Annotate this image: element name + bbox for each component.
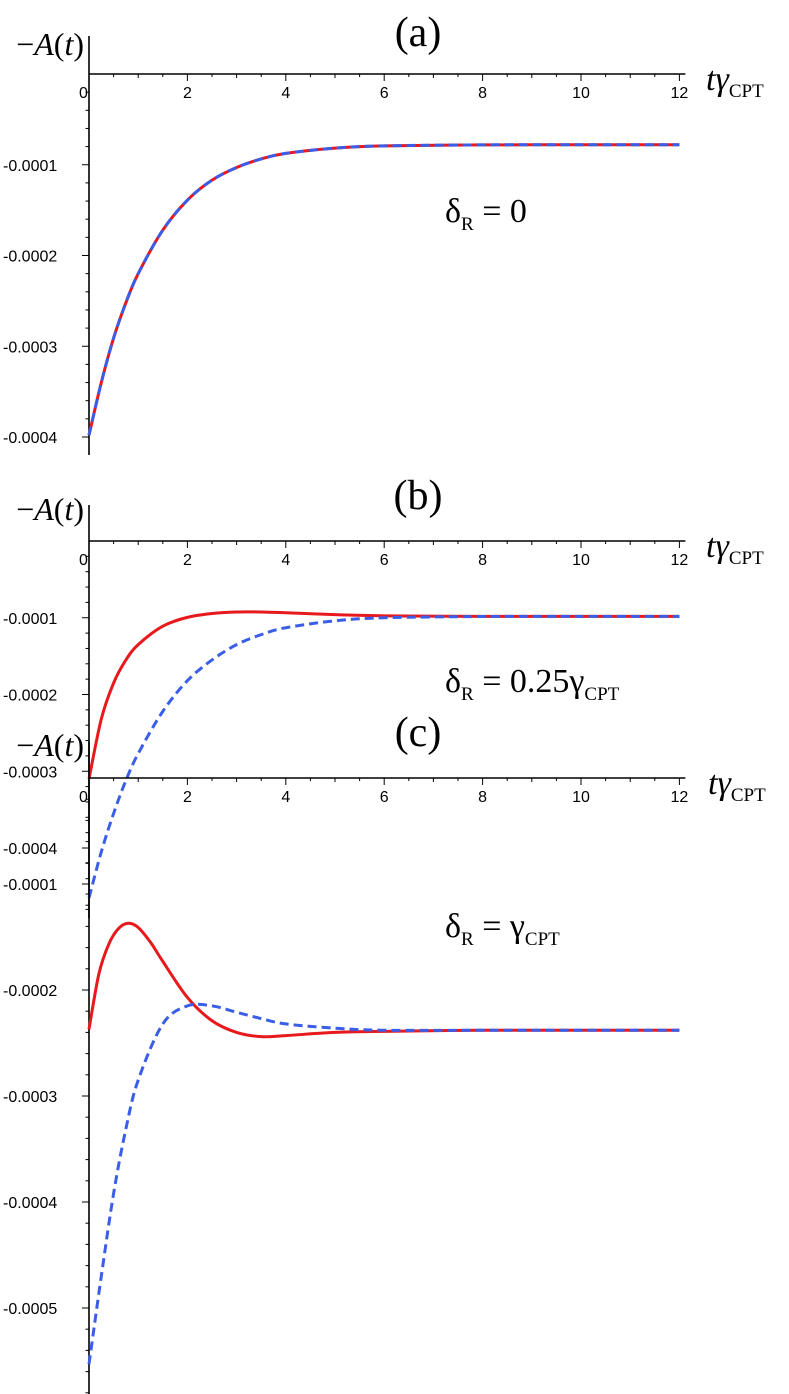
x-tick-label: 10	[572, 85, 590, 102]
panel-title: (c)	[395, 710, 442, 756]
y-tick-label: -0.0002	[3, 249, 57, 266]
x-tick-label: 6	[380, 789, 389, 806]
delta-annotation: δR = 0	[445, 193, 527, 235]
panel-title: (a)	[395, 10, 442, 56]
series-line-blue-dashed	[87, 614, 680, 899]
x-tick-label: 2	[183, 552, 192, 569]
y-axis-label: −A(t)	[16, 491, 84, 527]
x-axis-label: tγCPT	[706, 61, 764, 102]
y-tick-label: -0.0005	[3, 1301, 57, 1318]
x-tick-label: 0	[79, 552, 88, 569]
y-tick-label: -0.0004	[3, 841, 57, 858]
x-tick-label: 12	[671, 789, 689, 806]
series-line-blue-dashed	[87, 1002, 680, 1365]
y-tick-label: -0.0003	[3, 339, 57, 356]
x-tick-label: 4	[281, 552, 290, 569]
x-tick-label: 12	[671, 552, 689, 569]
x-tick-label: 10	[572, 552, 590, 569]
x-axis-label: tγCPT	[708, 765, 766, 806]
x-tick-label: 2	[183, 789, 192, 806]
delta-annotation: δR = 0.25γCPT	[445, 663, 620, 705]
y-tick-label: -0.0002	[3, 688, 57, 705]
x-tick-label: 4	[281, 85, 290, 102]
x-tick-label: 12	[671, 85, 689, 102]
x-tick-label: 8	[478, 552, 487, 569]
y-tick-label: -0.0001	[3, 158, 57, 175]
y-tick-label: -0.0004	[3, 1195, 57, 1212]
y-tick-label: -0.0003	[3, 1089, 57, 1106]
series-line-blue-dashed	[87, 143, 680, 436]
x-tick-label: 4	[281, 789, 290, 806]
x-tick-label: 2	[183, 85, 192, 102]
y-axis-label: −A(t)	[16, 727, 84, 763]
x-tick-label: 8	[478, 789, 487, 806]
y-tick-label: -0.0001	[3, 611, 57, 628]
y-tick-label: -0.0003	[3, 764, 57, 781]
chart-panel-c: 0 2 4 6 8 10 12 -0.0001 -0.0002 -0.0003 -0.0004 -0.…	[3, 710, 766, 1394]
y-axis-label: −A(t)	[16, 26, 84, 62]
x-axis-label: tγCPT	[706, 528, 764, 569]
chart-panel-b: 0 2 4 6 8 10 12 -0.0001 -0.0002 -0.0003 -0.0004 (b)…	[3, 473, 764, 918]
x-tick-label: 6	[380, 552, 389, 569]
y-tick-label: -0.0001	[3, 877, 57, 894]
panel-title: (b)	[394, 473, 443, 519]
y-tick-label: -0.0004	[3, 430, 57, 447]
x-tick-label: 6	[380, 85, 389, 102]
series-line-red-solid	[87, 921, 680, 1039]
series-line-red-solid	[87, 143, 680, 436]
chart-panel-a: 0 2 4 6 8 10 12 -0.0001 -0.0002 -0.0003 -0.0004 (a)…	[3, 10, 764, 455]
x-tick-label: 10	[572, 789, 590, 806]
x-tick-label: 0	[79, 789, 88, 806]
delta-annotation: δR = γCPT	[445, 908, 560, 950]
x-tick-label: 0	[79, 85, 88, 102]
x-tick-label: 8	[478, 85, 487, 102]
series-line-red-solid	[87, 610, 680, 780]
y-tick-label: -0.0002	[3, 983, 57, 1000]
